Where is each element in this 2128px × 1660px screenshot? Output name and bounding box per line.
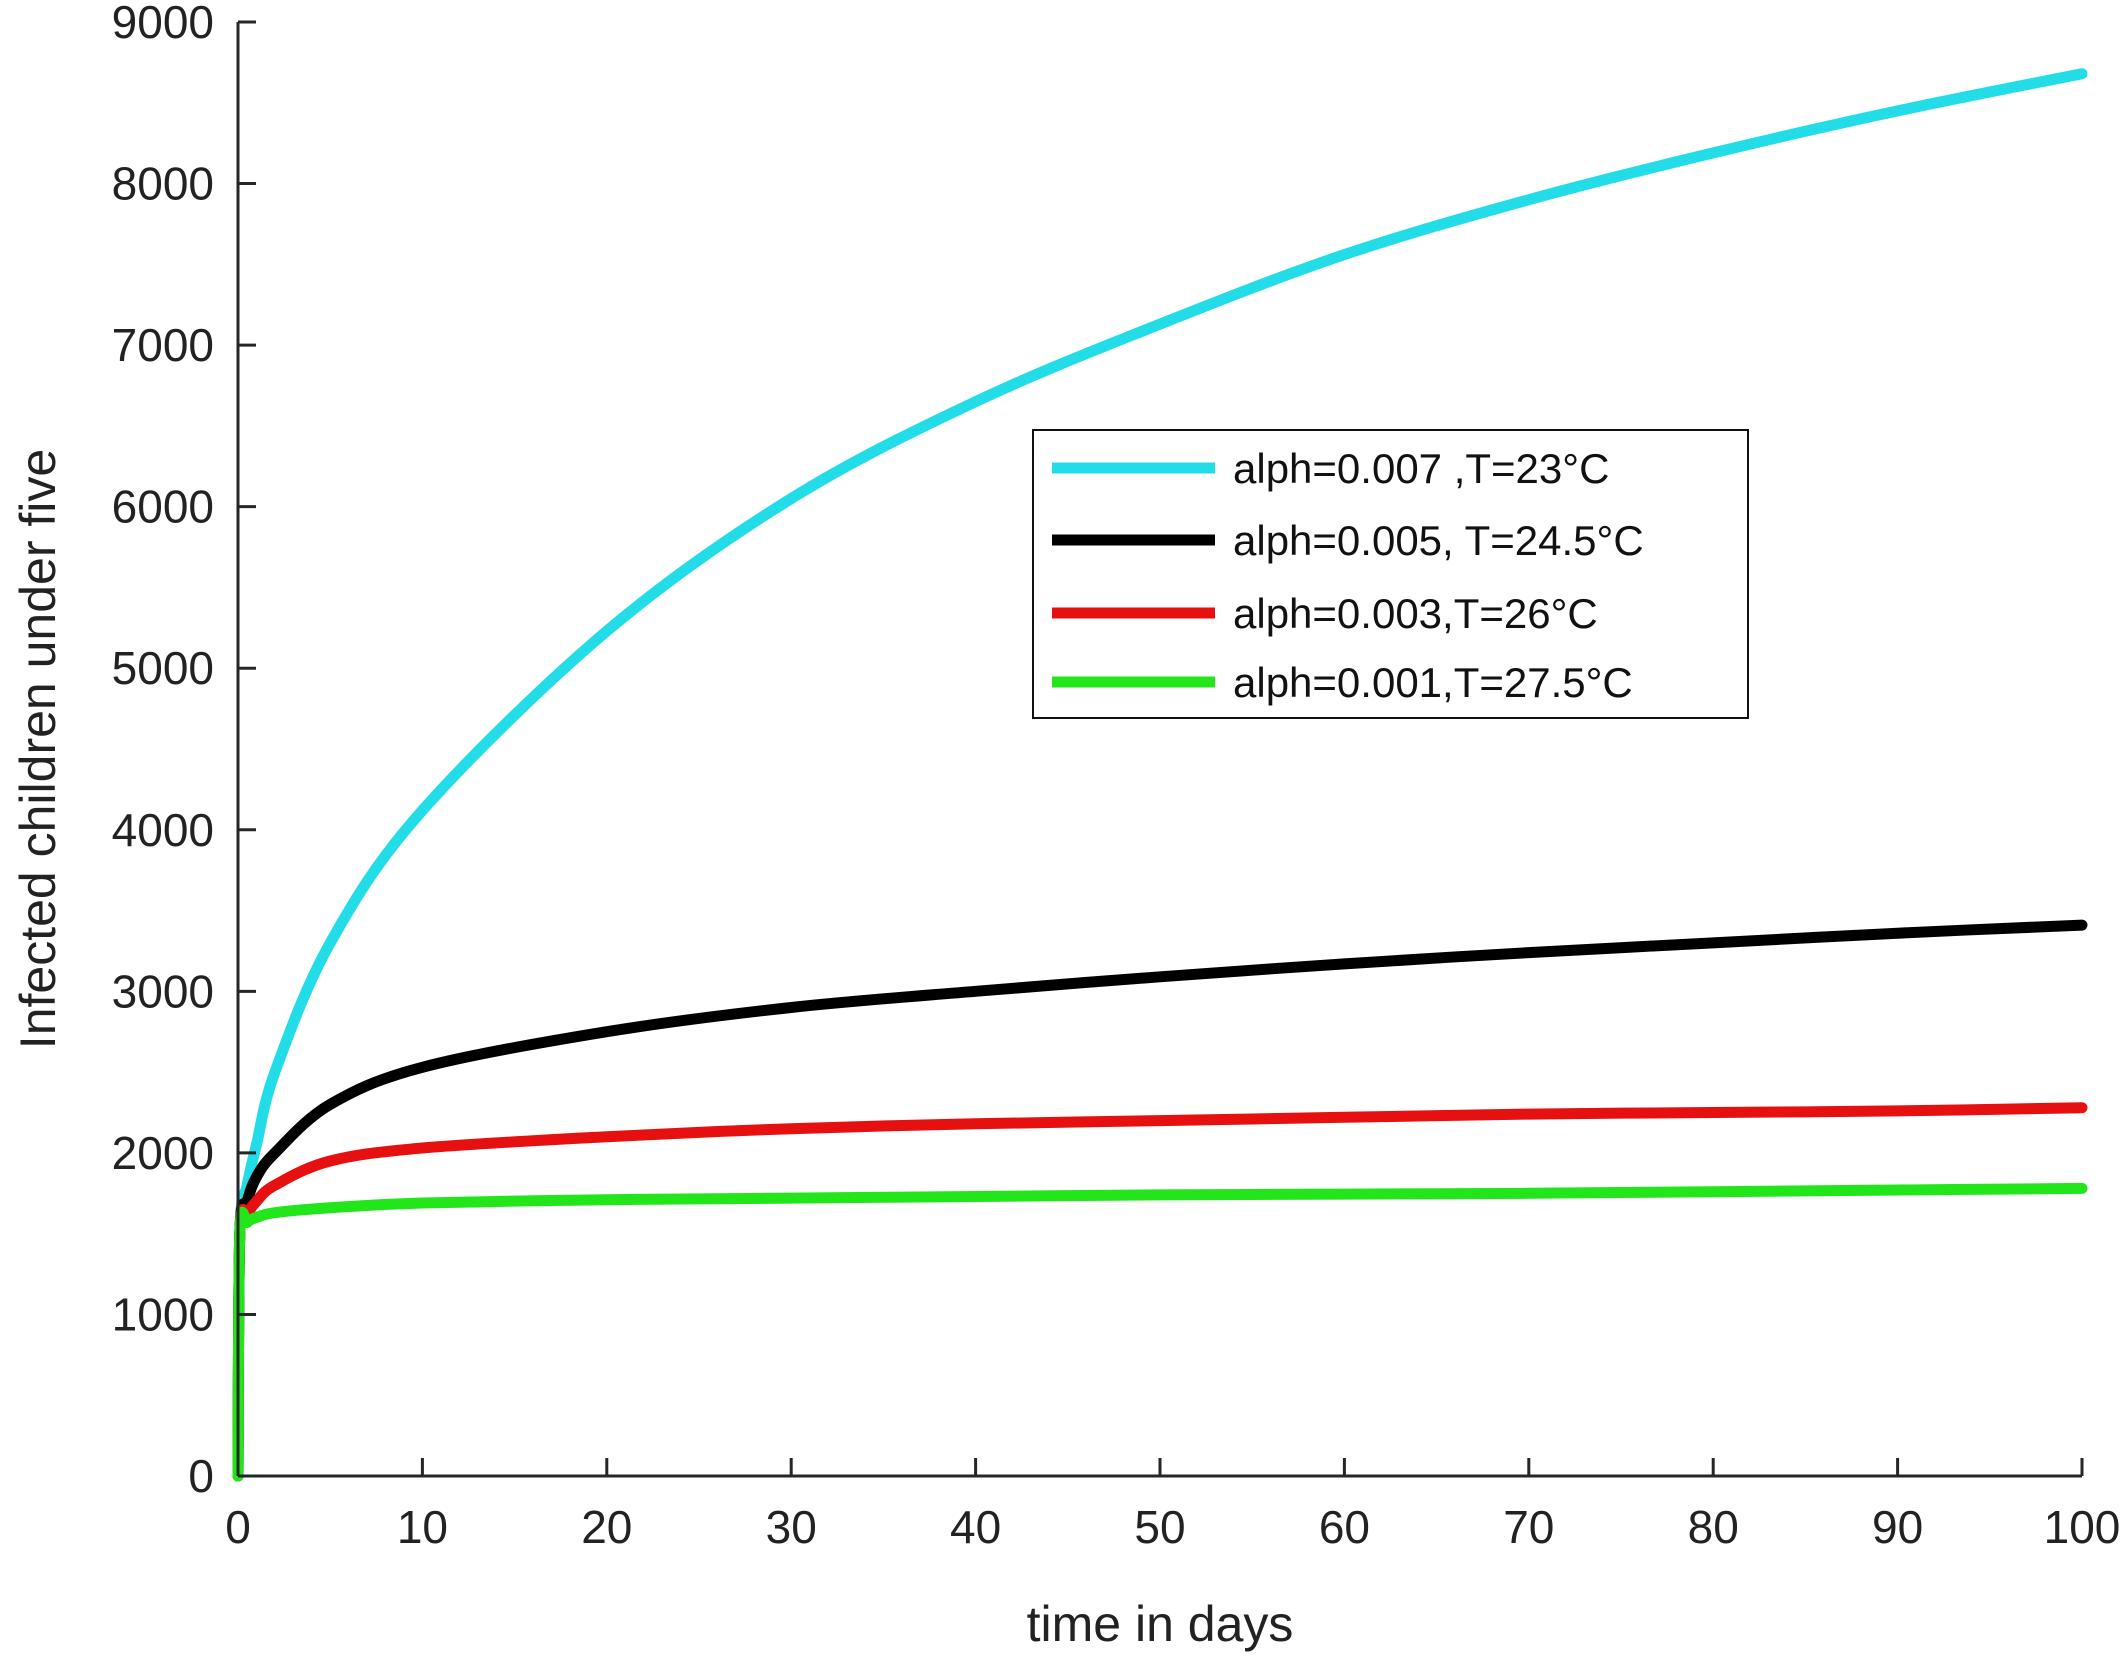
y-tick-label-0: 0 [188, 1450, 214, 1502]
y-tick-label-9: 9000 [112, 0, 214, 48]
legend-label-3: alph=0.001,T=27.5°C [1233, 659, 1633, 706]
series-layer [232, 68, 2088, 1482]
x-tick-label-10: 100 [2044, 1501, 2121, 1553]
x-tick-label-4: 40 [950, 1501, 1001, 1553]
x-tick-label-5: 50 [1134, 1501, 1185, 1553]
y-tick-label-8: 8000 [112, 158, 214, 210]
y-tick-label-3: 3000 [112, 965, 214, 1017]
legend: alph=0.007 ,T=23°C alph=0.005, T=24.5°C al… [1032, 429, 1749, 719]
x-axis-label: time in days [1027, 1596, 1294, 1652]
legend-entries: alph=0.007 ,T=23°C alph=0.005, T=24.5°C al… [1052, 445, 1644, 706]
legend-label-0: alph=0.007 ,T=23°C [1233, 445, 1609, 492]
plot-area [238, 22, 2082, 1476]
series-line-1 [232, 919, 2088, 1482]
y-tick-label-6: 6000 [112, 481, 214, 533]
x-tick-label-2: 20 [581, 1501, 632, 1553]
tick-layer: 0 10 20 30 40 50 60 70 80 90 100010002000300040005… [112, 0, 2121, 1553]
x-tick-label-9: 90 [1872, 1501, 1923, 1553]
x-tick-label-7: 70 [1503, 1501, 1554, 1553]
legend-box [1032, 429, 1749, 719]
legend-label-2: alph=0.003,T=26°C [1233, 590, 1598, 637]
series-line-2 [232, 1102, 2088, 1482]
series-line-3 [232, 1182, 2088, 1482]
y-tick-label-4: 4000 [112, 804, 214, 856]
y-axis-label: Infected children under five [10, 449, 66, 1049]
x-tick-label-3: 30 [766, 1501, 817, 1553]
series-line-0 [232, 68, 2088, 1482]
y-tick-label-7: 7000 [112, 319, 214, 371]
x-tick-label-6: 60 [1319, 1501, 1370, 1553]
x-tick-label-8: 80 [1688, 1501, 1739, 1553]
x-tick-label-1: 10 [397, 1501, 448, 1553]
legend-label-1: alph=0.005, T=24.5°C [1233, 517, 1644, 564]
y-tick-label-5: 5000 [112, 642, 214, 694]
x-tick-label-0: 0 [225, 1501, 251, 1553]
y-tick-label-2: 2000 [112, 1127, 214, 1179]
y-tick-label-1: 1000 [112, 1288, 214, 1340]
